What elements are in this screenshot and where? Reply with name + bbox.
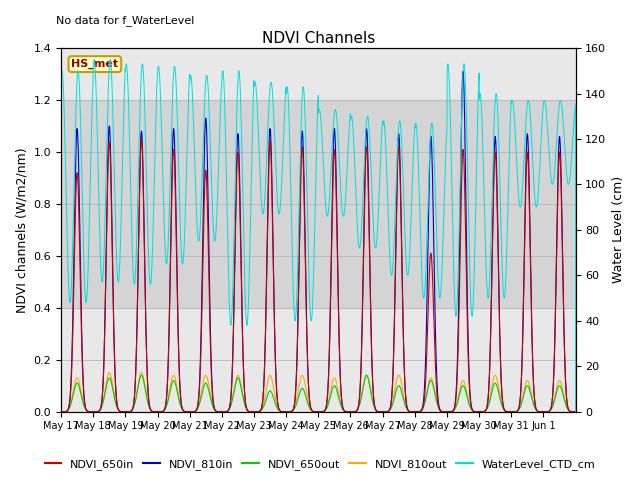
Legend: NDVI_650in, NDVI_810in, NDVI_650out, NDVI_810out, WaterLevel_CTD_cm: NDVI_650in, NDVI_810in, NDVI_650out, NDV… <box>40 455 600 474</box>
Text: No data for f_WaterLevel: No data for f_WaterLevel <box>56 15 195 26</box>
Y-axis label: Water Level (cm): Water Level (cm) <box>612 176 625 284</box>
Text: HS_met: HS_met <box>71 59 118 69</box>
Bar <box>61 100 575 308</box>
Title: NDVI Channels: NDVI Channels <box>262 31 375 46</box>
Y-axis label: NDVI channels (W/m2/nm): NDVI channels (W/m2/nm) <box>15 147 28 312</box>
